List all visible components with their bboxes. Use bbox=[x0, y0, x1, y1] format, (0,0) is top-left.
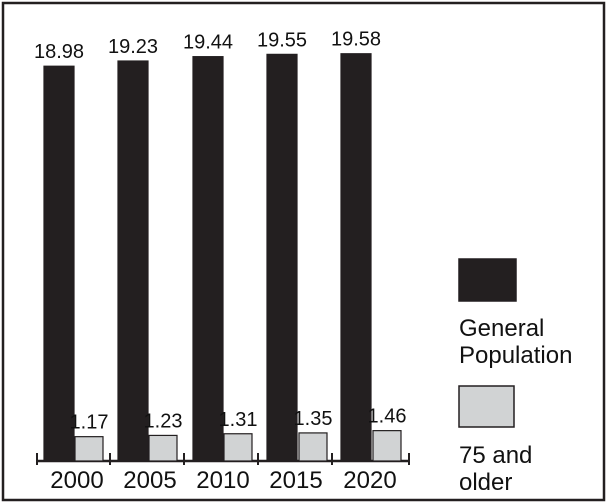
legend-swatch-75-and-older bbox=[458, 385, 515, 428]
data-label-general-population: 19.58 bbox=[331, 29, 381, 51]
data-label-general-population: 19.55 bbox=[257, 29, 307, 51]
x-tick-label: 2000 bbox=[50, 467, 103, 494]
x-tick-label: 2005 bbox=[123, 467, 176, 494]
bar-general-population bbox=[43, 65, 75, 462]
data-label-75-and-older: 1.31 bbox=[219, 409, 258, 431]
legend-swatch-general-population bbox=[458, 258, 517, 302]
bar-general-population bbox=[266, 53, 298, 462]
bar-75-and-older bbox=[372, 430, 402, 462]
data-label-general-population: 18.98 bbox=[34, 41, 84, 63]
plot-area: 18.98 19.23 19.44 19.55 19.58 1.17 1.23 1.31 1.3… bbox=[34, 29, 410, 494]
legend-label-75-and-older: 75 and bbox=[459, 442, 532, 469]
bar-75-and-older bbox=[223, 433, 253, 462]
data-label-75-and-older: 1.17 bbox=[70, 412, 109, 434]
legend-label-general-population: Population bbox=[459, 342, 572, 369]
x-tick-label: 2020 bbox=[343, 467, 396, 494]
x-tick-label: 2015 bbox=[269, 467, 322, 494]
x-tick-label: 2010 bbox=[196, 467, 249, 494]
data-label-general-population: 19.44 bbox=[183, 32, 233, 54]
data-label-general-population: 19.23 bbox=[108, 36, 158, 58]
bar-general-population bbox=[192, 56, 224, 462]
bar-75-and-older bbox=[148, 434, 178, 462]
data-label-75-and-older: 1.46 bbox=[368, 406, 407, 428]
data-label-75-and-older: 1.35 bbox=[294, 408, 333, 430]
legend-label-75-and-older: older bbox=[459, 469, 512, 496]
bar-general-population bbox=[117, 60, 149, 462]
bar-75-and-older bbox=[74, 436, 104, 462]
bar-75-and-older bbox=[298, 432, 328, 462]
data-label-75-and-older: 1.23 bbox=[144, 410, 183, 432]
bar-general-population bbox=[340, 53, 372, 462]
legend-label-general-population: General bbox=[459, 315, 544, 342]
